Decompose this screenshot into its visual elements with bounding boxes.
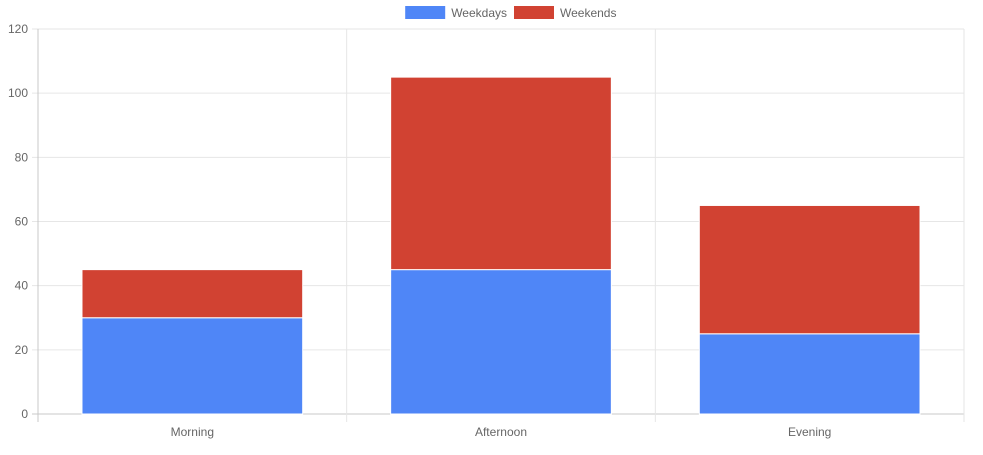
- bar-weekends-afternoon: [390, 76, 612, 271]
- legend-swatch-weekends: [514, 6, 554, 19]
- y-tick-label: 0: [21, 407, 28, 421]
- x-tick-label: Evening: [788, 425, 831, 439]
- y-tick-label: 40: [15, 279, 29, 293]
- legend-swatch-weekdays: [405, 6, 446, 19]
- bar-weekdays-morning: [81, 317, 304, 415]
- bar-weekdays-evening: [698, 333, 921, 415]
- x-tick-label: Morning: [171, 425, 214, 439]
- legend-label-weekends: Weekends: [560, 6, 616, 20]
- y-tick-label: 80: [15, 150, 29, 164]
- y-tick-label: 60: [15, 215, 29, 229]
- x-tick-label: Afternoon: [475, 425, 527, 439]
- bar-weekends-evening: [698, 204, 921, 335]
- y-tick-label: 120: [8, 22, 28, 36]
- y-tick-label: 20: [15, 343, 29, 357]
- bar-weekends-morning: [81, 269, 304, 319]
- legend-label-weekdays: Weekdays: [451, 6, 507, 20]
- bar-weekdays-afternoon: [390, 269, 612, 415]
- y-tick-label: 100: [8, 86, 28, 100]
